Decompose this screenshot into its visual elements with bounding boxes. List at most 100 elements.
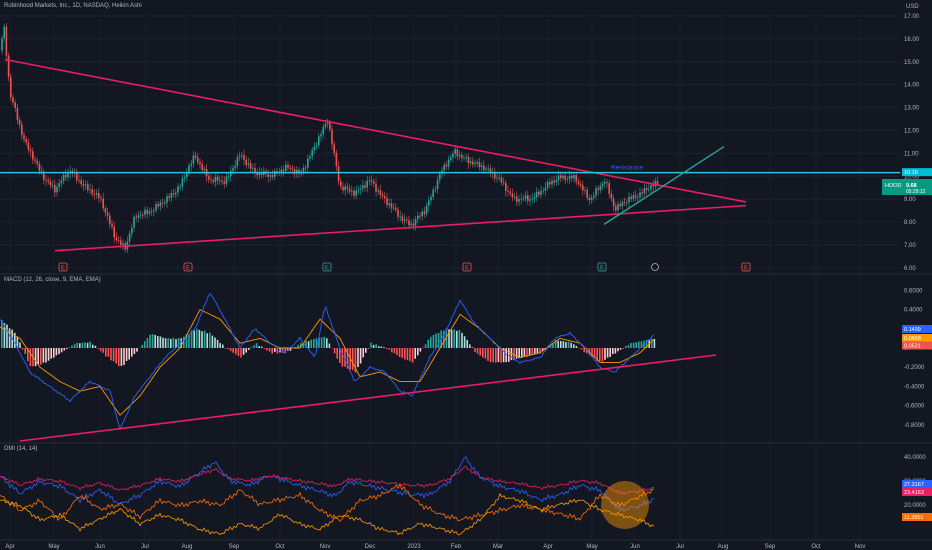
candle-body [291, 168, 294, 170]
x-tick-label: Mar [493, 544, 503, 550]
macd-histogram-bar [94, 345, 97, 348]
candle-body [315, 145, 318, 147]
candle-body [98, 192, 100, 198]
candle-body [157, 204, 159, 207]
dmi-y-tick-label: 40.0000 [904, 455, 926, 461]
x-tick-label: May [48, 544, 59, 550]
x-tick-label: 2023 [407, 544, 421, 550]
candle-body [91, 189, 93, 194]
earnings-marker-label: E [600, 266, 604, 272]
earnings-marker-box [322, 262, 332, 272]
candle-body [401, 216, 404, 221]
x-tick-label: Oct [275, 544, 285, 550]
candle-body [14, 102, 16, 108]
price-legend: Robinhood Markets, Inc., 1D, NASDAQ, Hei… [4, 3, 142, 9]
macd-histogram-bar [125, 348, 128, 361]
candle-body [159, 202, 162, 207]
candle-body [194, 155, 197, 158]
candle-body [476, 161, 478, 164]
candle-body [326, 122, 329, 124]
candle-body [51, 184, 54, 186]
candle-body [29, 149, 32, 152]
macd-histogram-bar [266, 348, 268, 351]
price-y-tick-label: 12.00 [904, 129, 920, 135]
candle-body [12, 97, 14, 103]
candle-body [487, 168, 489, 170]
candle-body [32, 151, 34, 160]
candle-body [186, 173, 188, 178]
macd-y-tick-label: 0.4000 [904, 308, 923, 314]
candle-body [553, 180, 555, 183]
candle-body [377, 190, 379, 192]
candle-body [483, 165, 485, 170]
macd-histogram-bar [313, 339, 315, 348]
candle-body [461, 155, 463, 159]
macd-histogram-bar [55, 348, 58, 356]
macd-histogram-bar [643, 340, 645, 348]
macd-histogram-bar [560, 340, 562, 348]
macd-histogram-bar [515, 348, 518, 359]
macd-histogram-bar [622, 348, 624, 349]
candle-body [10, 76, 12, 98]
macd-histogram-bar [193, 330, 195, 348]
candle-body [254, 167, 256, 173]
candle-body [531, 198, 533, 200]
candle-body [641, 192, 643, 194]
candle-body [414, 219, 417, 226]
macd-value-tag-text: 0.1499 [904, 327, 921, 333]
macd-histogram-bar [248, 348, 250, 350]
candle-body [430, 197, 432, 201]
macd-histogram-bar [235, 348, 237, 355]
macd-histogram-bar [609, 348, 611, 357]
macd-histogram-bar [40, 348, 42, 365]
candle-body [27, 142, 30, 150]
earnings-marker-label: E [465, 266, 469, 272]
candle-body [56, 186, 58, 193]
macd-histogram-bar [99, 348, 102, 352]
candle-body [201, 164, 203, 171]
candle-body [318, 136, 320, 146]
candle-body [197, 157, 199, 163]
candle-body [615, 206, 617, 211]
candle-body [584, 189, 586, 191]
candle-body [164, 202, 166, 204]
candle-body [82, 184, 85, 186]
candle-body [571, 175, 573, 179]
macd-histogram-bar [29, 348, 32, 367]
candle-body [355, 190, 357, 196]
macd-histogram-bar [627, 345, 630, 348]
candle-body [309, 156, 311, 159]
candle-body [7, 55, 10, 77]
candle-body [168, 196, 170, 198]
macd-histogram-bar [401, 348, 403, 358]
macd-histogram-bar [500, 348, 502, 363]
signal-value-tag: 0.0968 [902, 334, 932, 342]
candle-body [388, 203, 390, 205]
macd-histogram-bar [112, 348, 115, 362]
candle-body [443, 164, 445, 171]
x-tick-label: Oct [811, 544, 821, 550]
x-tick-label: Jul [676, 544, 684, 550]
candle-body [577, 181, 580, 184]
candle-body [513, 196, 516, 198]
candle-body [150, 211, 153, 213]
highlight-circle [601, 481, 649, 529]
candle-body [617, 204, 619, 211]
candle-body [188, 165, 190, 174]
candle-body [623, 202, 626, 204]
macd-histogram-bar [253, 345, 255, 348]
candle-body [368, 180, 371, 181]
macd-histogram-bar [268, 348, 271, 352]
x-tick-label: Jun [630, 544, 640, 550]
candle-body [562, 175, 564, 179]
candle-body [436, 179, 439, 190]
candle-body [153, 210, 155, 212]
candle-body [304, 167, 307, 169]
candle-body [232, 168, 234, 171]
earnings-marker-label: E [61, 266, 65, 272]
macd-histogram-bar [185, 334, 188, 348]
candle-body [447, 159, 450, 167]
macd-histogram-bar [21, 348, 24, 350]
macd-histogram-bar [8, 328, 11, 348]
resistance-price-tag-bg [902, 168, 932, 177]
